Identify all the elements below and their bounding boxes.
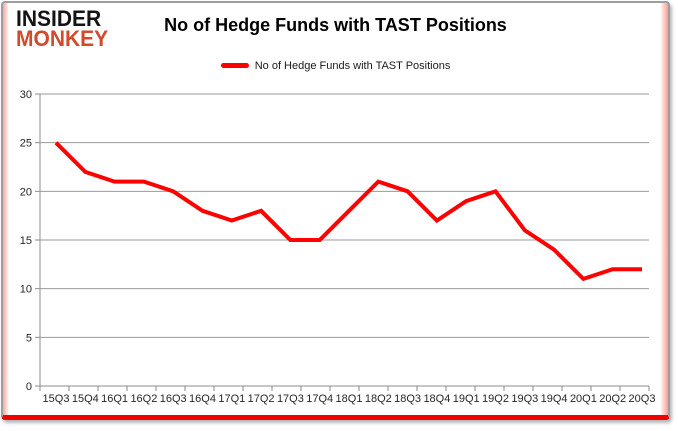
x-tick-label: 20Q2 [599,393,626,405]
x-tick-label: 20Q3 [629,393,656,405]
x-tick-label: 19Q4 [541,393,568,405]
chart-canvas: 0 5 10 15 20 25 30 15Q3 15Q4 16Q1 16Q2 16Q3 16Q4 17Q1… [1,1,670,420]
x-tick-label: 19Q2 [482,393,509,405]
x-tick-label: 15Q3 [43,393,70,405]
x-tick-label: 20Q1 [570,393,597,405]
x-tick-label: 18Q3 [394,393,421,405]
x-tick-label: 19Q1 [453,393,480,405]
legend-line-swatch [220,62,249,68]
y-tick-label: 10 [20,284,32,296]
x-tick-label: 18Q2 [365,393,392,405]
legend-label: No of Hedge Funds with TAST Positions [254,60,451,73]
y-tick-label: 0 [26,381,32,393]
chart-title: No of Hedge Funds with TAST Positions [164,15,507,35]
logo-monkey-text: MONKEY [16,26,109,52]
data-line-series [54,141,642,282]
y-tick-label: 25 [20,138,32,150]
x-tick-label: 19Q3 [511,393,538,405]
y-tick-label: 15 [20,235,32,247]
x-tick-label: 17Q2 [248,393,275,405]
x-tick-label: 17Q1 [218,393,245,405]
y-tick-label: 20 [20,186,32,198]
x-tick-label: 17Q3 [277,393,304,405]
x-tick-label: 16Q4 [189,393,216,405]
x-tick-label: 16Q2 [130,393,157,405]
y-tick-label: 5 [26,332,32,344]
x-tick-label: 15Q4 [72,393,99,405]
x-tick-label: 16Q1 [101,393,128,405]
logo-insider-text: INSIDER [16,6,102,32]
x-tick-label: 17Q4 [306,393,333,405]
insider-monkey-logo: INSIDER MONKEY [16,6,109,52]
y-tick-label: 30 [20,89,32,101]
chart-svg: 0 5 10 15 20 25 30 15Q3 15Q4 16Q1 16Q2 16Q3 16Q4 17Q1… [20,89,656,405]
x-tick-label: 18Q4 [423,393,450,405]
x-tick-label: 16Q3 [160,393,187,405]
x-tick-label: 18Q1 [336,393,363,405]
legend: No of Hedge Funds with TAST Positions [3,60,668,72]
